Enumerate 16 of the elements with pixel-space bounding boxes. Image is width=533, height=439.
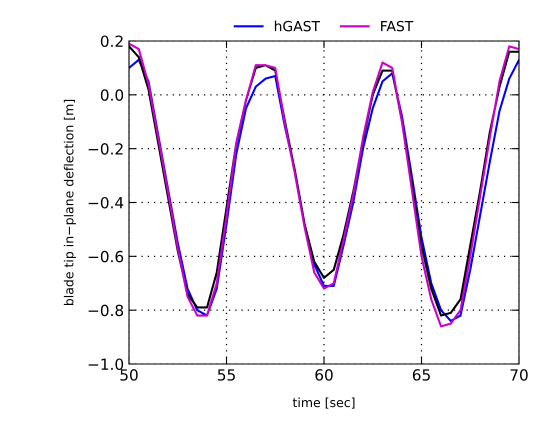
x-tick-label: 50 <box>120 369 138 381</box>
x-axis-title: time [sec] <box>292 398 354 409</box>
y-tick-label: −1.0 <box>88 358 124 370</box>
x-tick-label: 60 <box>315 369 333 381</box>
legend-label: hGAST <box>274 20 320 32</box>
x-tick-label: 65 <box>412 369 430 381</box>
x-tick-label: 55 <box>218 369 235 381</box>
y-tick-label: −0.8 <box>88 304 124 316</box>
y-axis-title: blade tip in−plane deflection [m] <box>64 100 76 306</box>
legend-label: FAST <box>381 20 414 32</box>
y-tick-label: −0.6 <box>88 250 124 262</box>
x-tick-label: 70 <box>510 369 528 381</box>
y-tick-label: 0.2 <box>100 35 123 48</box>
y-tick-label: −0.4 <box>88 196 124 209</box>
y-tick-label: −0.2 <box>88 143 123 155</box>
y-tick-label: 0.0 <box>100 89 124 101</box>
